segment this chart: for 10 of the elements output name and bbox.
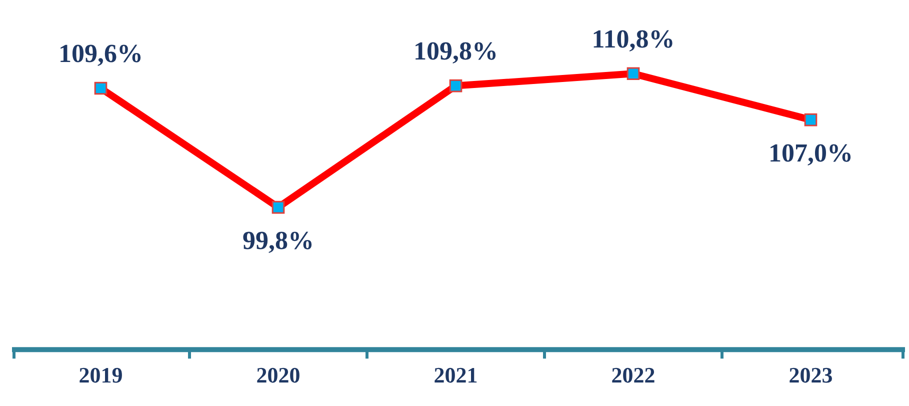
data-label: 109,6% — [58, 38, 143, 68]
data-label: 107,0% — [768, 138, 853, 168]
x-tick-label: 2020 — [256, 362, 300, 388]
x-tick-label: 2021 — [434, 362, 478, 388]
x-tick-label: 2023 — [788, 362, 833, 388]
x-tick-label: 2019 — [78, 362, 123, 388]
data-label: 110,8% — [592, 24, 675, 54]
data-label: 109,8% — [414, 36, 498, 66]
x-tick-label: 2022 — [611, 362, 656, 388]
data-label: 99,8% — [242, 226, 314, 255]
